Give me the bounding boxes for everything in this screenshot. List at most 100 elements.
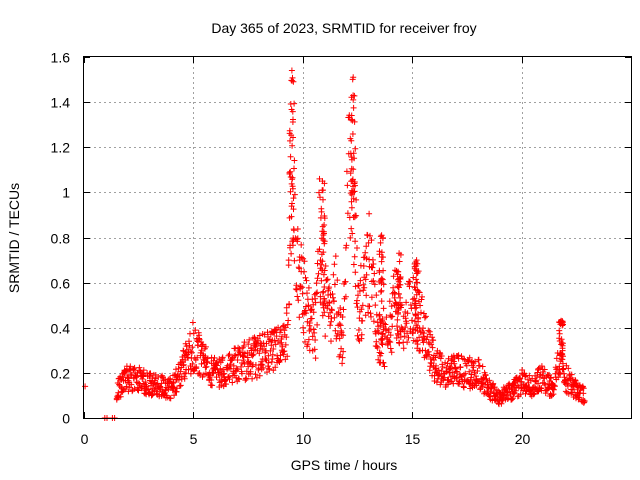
- x-tick-label: 15: [405, 431, 421, 447]
- data-point: [358, 331, 365, 338]
- data-point: [351, 253, 358, 260]
- y-tick-label: 0.4: [51, 321, 71, 337]
- data-point: [318, 261, 325, 268]
- data-point: [429, 344, 436, 351]
- data-point: [395, 332, 402, 338]
- data-point: [457, 364, 464, 371]
- data-point: [318, 251, 325, 258]
- data-point: [414, 324, 421, 331]
- data-point: [299, 290, 306, 297]
- data-point: [404, 339, 411, 346]
- data-point: [440, 377, 447, 384]
- data-point: [366, 303, 373, 310]
- data-point: [386, 298, 393, 305]
- y-tick-label: 0.6: [51, 276, 71, 292]
- plot-frame: [83, 56, 632, 419]
- data-point: [387, 345, 394, 352]
- data-point: [522, 373, 528, 380]
- data-point: [298, 241, 305, 248]
- data-point: [304, 290, 310, 297]
- data-point: [199, 342, 205, 349]
- data-point: [348, 198, 355, 205]
- data-point: [268, 342, 275, 349]
- data-point: [369, 264, 376, 271]
- data-point: [359, 317, 366, 324]
- data-point: [378, 340, 385, 347]
- data-point: [551, 383, 558, 390]
- data-point: [314, 275, 321, 282]
- data-point: [378, 249, 385, 256]
- data-point: [342, 293, 349, 300]
- data-point: [181, 375, 188, 382]
- data-point: [398, 304, 404, 311]
- data-point: [302, 274, 309, 281]
- data-point: [412, 305, 419, 312]
- data-point: [546, 371, 553, 378]
- data-point: [394, 283, 401, 290]
- data-point: [350, 104, 357, 111]
- data-point: [395, 291, 402, 298]
- data-point: [334, 330, 341, 337]
- data-point: [128, 381, 135, 388]
- data-point: [362, 249, 369, 256]
- data-point: [286, 130, 293, 137]
- data-point: [294, 293, 301, 300]
- data-point: [289, 176, 296, 183]
- data-point: [247, 368, 254, 375]
- data-point: [272, 341, 279, 348]
- data-point: [482, 371, 489, 378]
- data-point: [352, 145, 359, 152]
- data-point: [535, 380, 541, 387]
- data-point: [185, 366, 192, 373]
- data-point: [305, 303, 312, 310]
- data-point: [330, 294, 336, 301]
- data-point: [193, 365, 200, 372]
- data-point: [320, 300, 327, 307]
- data-point: [352, 269, 359, 276]
- data-point: [321, 309, 328, 316]
- x-axis-title: GPS time / hours: [291, 457, 398, 473]
- data-point: [460, 384, 467, 391]
- data-point: [332, 327, 339, 334]
- data-point: [360, 281, 367, 288]
- data-point: [379, 317, 386, 324]
- data-point: [287, 168, 294, 175]
- data-point: [286, 301, 293, 308]
- data-point: [350, 166, 357, 173]
- data-point: [435, 372, 442, 379]
- data-point: [233, 365, 240, 372]
- data-point: [386, 338, 393, 345]
- data-point: [308, 315, 315, 322]
- data-point: [340, 332, 347, 339]
- data-point: [475, 356, 482, 363]
- data-point: [202, 343, 209, 350]
- data-point: [283, 334, 290, 341]
- data-point: [541, 380, 548, 387]
- data-point: [396, 250, 403, 257]
- data-point: [479, 363, 486, 370]
- data-point: [403, 299, 410, 306]
- data-point: [348, 137, 355, 144]
- data-point: [287, 244, 293, 251]
- data-point: [378, 298, 385, 305]
- data-point: [324, 276, 331, 283]
- data-point: [368, 294, 375, 301]
- data-point: [241, 361, 248, 367]
- data-point: [390, 284, 397, 291]
- data-point: [348, 191, 355, 198]
- data-point: [351, 188, 358, 195]
- data-points: [82, 67, 588, 421]
- data-point: [243, 375, 250, 382]
- data-point: [402, 324, 409, 331]
- grid-lines: [84, 57, 631, 418]
- data-point: [439, 364, 446, 370]
- data-point: [259, 346, 266, 353]
- data-point: [358, 306, 365, 313]
- data-point: [316, 189, 322, 196]
- data-point: [549, 392, 555, 399]
- data-point: [330, 271, 337, 278]
- data-point: [130, 366, 137, 372]
- data-point: [177, 368, 184, 375]
- data-point: [320, 302, 326, 308]
- data-point: [438, 353, 445, 359]
